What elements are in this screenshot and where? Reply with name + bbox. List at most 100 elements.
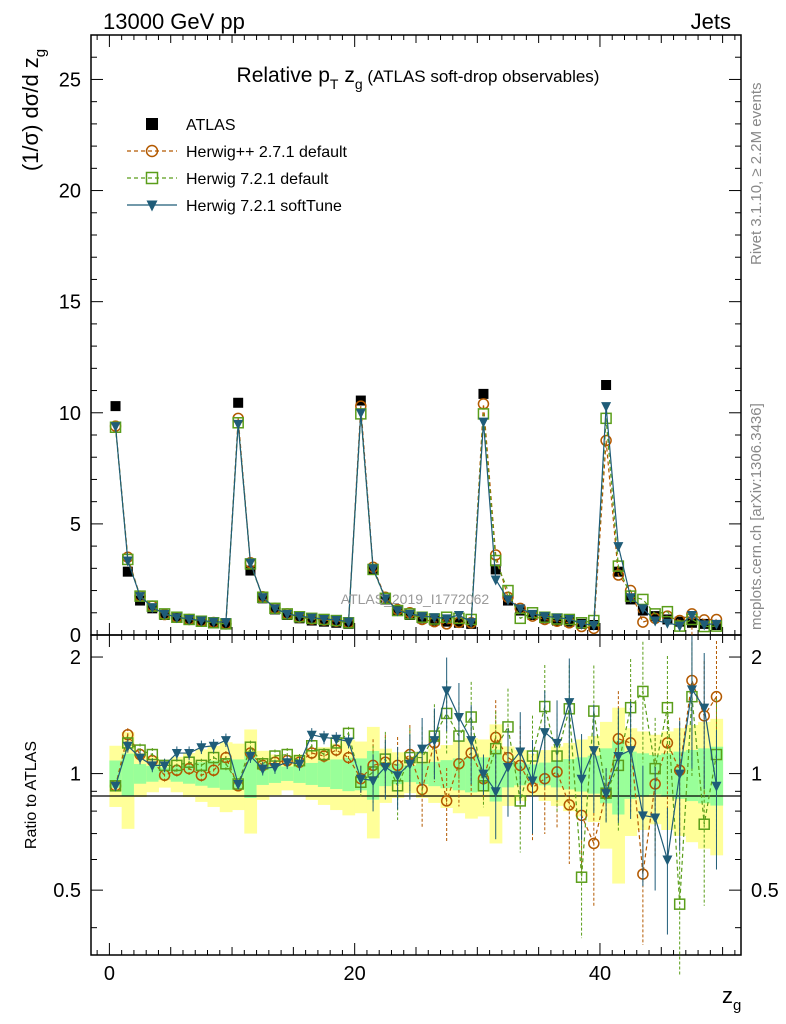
herwig-7-2-1-softtune-ratio-point <box>711 781 722 792</box>
herwig-7-2-1-softtune-point <box>233 419 244 430</box>
herwig-7-2-1-softtune-ratio-point <box>588 746 599 757</box>
herwig-7-2-1-default-point <box>661 605 674 618</box>
chart-title-part: Relative p <box>237 64 330 87</box>
herwig-2-7-1-default-ratio-line <box>114 680 717 875</box>
herwig-7-2-1-softtune-point <box>110 422 121 433</box>
herwig-7-2-1-softtune-point <box>269 604 280 615</box>
herwig-7-2-1-softtune-point <box>159 609 170 620</box>
herwig-7-2-1-softtune-ratio-point <box>147 761 158 772</box>
atlas-point <box>650 611 661 622</box>
herwig-7-2-1-softtune-point <box>515 604 526 615</box>
process-label: Jets <box>691 9 731 34</box>
herwig-7-2-1-softtune-ratio-point <box>355 774 366 785</box>
x-tick-label: 40 <box>589 963 611 985</box>
legend-marker-herwig-7-2-1-default <box>145 171 159 185</box>
legend-label-atlas: ATLAS <box>186 117 236 134</box>
stat-band-bin <box>305 762 319 785</box>
analysis-watermark: ATLAS_2019_I1772062 <box>341 591 490 607</box>
herwig-7-2-1-softtune-point <box>282 609 293 620</box>
chart-title-part: (ATLAS soft-drop observables) <box>363 67 600 86</box>
chart-title-sub: g <box>355 76 363 92</box>
herwig-7-2-1-default-ratio-point <box>661 701 674 714</box>
herwig-2-7-1-default-point <box>600 434 612 447</box>
herwig-7-2-1-softtune-point <box>122 556 133 567</box>
x-axis-label: zg <box>722 983 741 1014</box>
herwig-7-2-1-default-ratio-point <box>698 818 710 830</box>
y-tick-label: 20 <box>59 181 81 203</box>
herwig-7-2-1-softtune-ratio-point <box>306 730 317 741</box>
atlas-point <box>245 565 256 576</box>
herwig-7-2-1-softtune-ratio-point <box>490 787 501 798</box>
herwig-7-2-1-softtune-ratio-point <box>576 774 587 785</box>
stat-band-bin <box>342 757 356 792</box>
herwig-7-2-1-softtune-ratio-point <box>196 743 207 754</box>
herwig-7-2-1-default-ratio-point <box>489 742 502 755</box>
herwig-7-2-1-softtune-point <box>294 612 305 623</box>
herwig-7-2-1-softtune-ratio-point <box>502 762 513 773</box>
y-tick-label: 0 <box>70 625 81 647</box>
atlas-point <box>601 380 612 390</box>
herwig-7-2-1-softtune-point <box>441 614 452 625</box>
herwig-7-2-1-softtune-point <box>355 408 366 419</box>
herwig-7-2-1-softtune-point <box>539 612 550 623</box>
ratio-y-tick-label-right: 0.5 <box>751 880 779 902</box>
herwig-7-2-1-softtune-point <box>343 617 354 628</box>
herwig-2-7-1-default-point <box>637 616 649 628</box>
herwig-7-2-1-softtune-point <box>453 611 464 621</box>
herwig-7-2-1-softtune-ratio-point <box>368 776 379 787</box>
herwig-7-2-1-softtune-ratio-point <box>699 703 710 714</box>
stat-band-bin <box>121 753 135 797</box>
herwig-7-2-1-softtune-ratio-point <box>552 738 563 749</box>
herwig-7-2-1-softtune-point <box>196 616 207 627</box>
herwig-7-2-1-softtune-point <box>319 615 330 625</box>
herwig-7-2-1-softtune-point <box>490 575 501 586</box>
herwig-7-2-1-softtune-ratio-point <box>110 781 121 792</box>
x-tick-label: 0 <box>104 963 115 985</box>
herwig-7-2-1-softtune-point <box>613 542 624 553</box>
herwig-7-2-1-softtune-point <box>392 606 403 617</box>
stat-band-bin <box>281 766 294 781</box>
atlas-point <box>122 566 133 577</box>
herwig-7-2-1-softtune-ratio-point <box>245 752 256 763</box>
herwig-7-2-1-softtune-ratio-point <box>269 762 280 773</box>
herwig-7-2-1-softtune-point <box>417 612 428 623</box>
herwig-7-2-1-softtune-point <box>135 592 146 603</box>
herwig-7-2-1-softtune-ratio-point <box>404 759 415 770</box>
herwig-7-2-1-softtune-ratio-point <box>674 769 685 780</box>
herwig-2-7-1-default-ratio-point <box>588 837 600 850</box>
herwig-7-2-1-softtune-ratio-point <box>392 771 403 782</box>
herwig-7-2-1-softtune-point <box>429 613 440 624</box>
ratio-y-tick-label: 1 <box>70 764 81 786</box>
ratio-y-axis-label: Ratio to ATLAS <box>23 741 40 849</box>
legend-marker-herwig-2-7-1-default <box>145 144 159 158</box>
y-tick-label: 5 <box>70 514 81 536</box>
atlas-point <box>233 397 244 408</box>
herwig-7-2-1-softtune-ratio-point <box>159 761 170 772</box>
mcplots-label: mcplots.cern.ch [arXiv:1306.3436] <box>748 403 765 630</box>
herwig-7-2-1-softtune-ratio-point <box>564 698 575 709</box>
ratio-layer <box>109 626 723 977</box>
axis-ticks: 0 20 40 0 5 10 15 20 25 0.5 0.5 1 1 2 2 <box>53 34 779 985</box>
herwig-7-2-1-softtune-ratio-point <box>135 753 146 764</box>
herwig-7-2-1-default-ratio-point <box>673 898 686 910</box>
collision-label: 13000 GeV pp <box>103 9 245 34</box>
legend-label-herwig-2-7-1-default: Herwig++ 2.7.1 default <box>186 144 348 161</box>
herwig-7-2-1-softtune-ratio-point <box>343 737 354 748</box>
chart-title: Relative pT zg (ATLAS soft-drop observab… <box>237 64 600 92</box>
herwig-7-2-1-softtune-point <box>257 593 268 604</box>
herwig-7-2-1-default-point <box>489 554 502 567</box>
legend: ATLAS Herwig++ 2.7.1 default Herwig 7.2.1 … <box>127 117 348 215</box>
herwig-2-7-1-default-ratio-point <box>183 762 195 775</box>
stat-band-bin <box>146 765 159 782</box>
herwig-7-2-1-softtune-point <box>588 621 599 631</box>
herwig-7-2-1-softtune-point <box>564 615 575 625</box>
herwig-7-2-1-softtune-ratio-point <box>380 762 391 773</box>
herwig-7-2-1-softtune-point <box>552 613 563 624</box>
herwig-2-7-1-default-point <box>612 569 625 581</box>
herwig-7-2-1-softtune-point <box>601 402 612 413</box>
ratio-y-tick-label-right: 2 <box>751 647 762 669</box>
y-tick-label: 15 <box>59 292 81 314</box>
herwig-7-2-1-softtune-point <box>184 615 195 625</box>
herwig-7-2-1-softtune-ratio-point <box>686 685 697 696</box>
herwig-7-2-1-default-ratio-point <box>575 871 588 883</box>
